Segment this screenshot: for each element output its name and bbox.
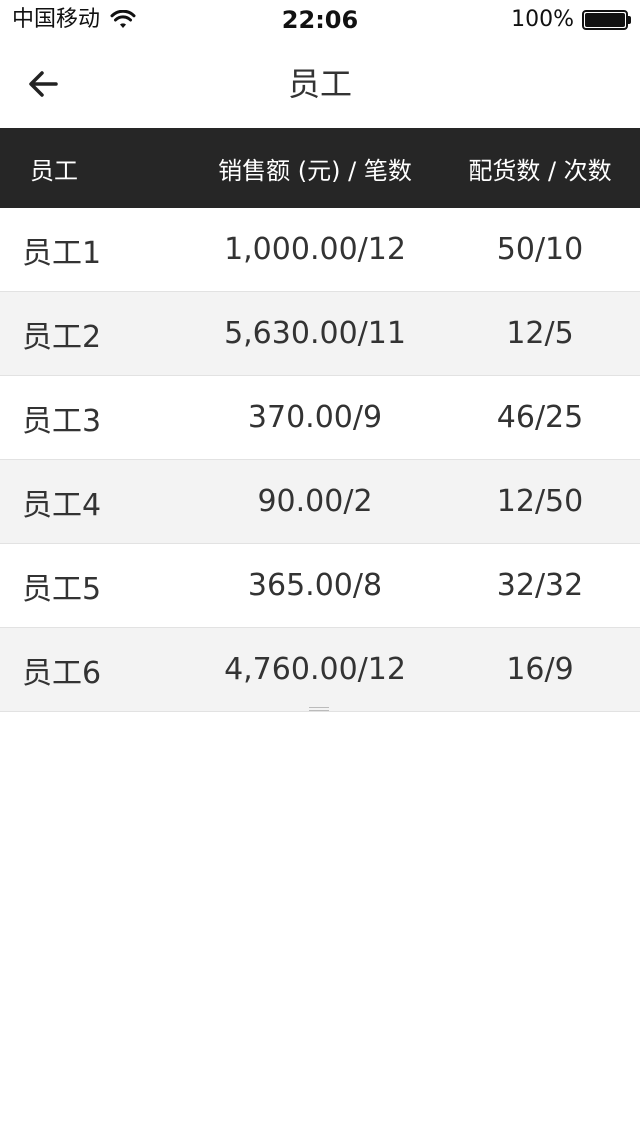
table-row[interactable]: 员工5 365.00/8 32/32: [0, 544, 640, 628]
cell-delivery: 50/10: [496, 232, 584, 267]
table-row[interactable]: 员工6 4,760.00/12 16/9: [0, 628, 640, 712]
cell-sales: 90.00/2: [257, 484, 373, 519]
drag-handle-icon[interactable]: [309, 707, 329, 713]
cell-sales: 1,000.00/12: [224, 232, 406, 267]
cell-employee-name: 员工6: [22, 655, 102, 691]
table-header: 员工 销售额 (元) / 笔数 配货数 / 次数: [0, 128, 640, 208]
carrier-info: 中国移动: [12, 6, 136, 34]
back-button[interactable]: [18, 60, 68, 108]
header-delivery: 配货数 / 次数: [468, 156, 612, 185]
page-title: 员工: [287, 65, 352, 103]
cell-employee-name: 员工4: [22, 487, 102, 523]
cell-employee-name: 员工5: [22, 571, 102, 607]
arrow-left-icon: [29, 71, 58, 97]
table-body: 员工1 1,000.00/12 50/10 员工2 5,630.00/11 12…: [0, 208, 640, 712]
table-row[interactable]: 员工2 5,630.00/11 12/5: [0, 292, 640, 376]
nav-bar: 员工: [0, 40, 640, 128]
header-employee: 员工: [30, 156, 78, 185]
cell-delivery: 46/25: [496, 400, 584, 435]
cell-delivery: 12/50: [496, 484, 584, 519]
table-row[interactable]: 员工4 90.00/2 12/50: [0, 460, 640, 544]
cell-sales: 365.00/8: [247, 568, 383, 603]
header-sales: 销售额 (元) / 笔数: [218, 156, 412, 185]
battery-info: 100%: [511, 6, 631, 34]
cell-delivery: 32/32: [496, 568, 584, 603]
table-row[interactable]: 员工3 370.00/9 46/25: [0, 376, 640, 460]
status-bar: 中国移动 22:06 100%: [0, 0, 640, 40]
table-row[interactable]: 员工1 1,000.00/12 50/10: [0, 208, 640, 292]
cell-sales: 4,760.00/12: [224, 652, 406, 687]
cell-sales: 370.00/9: [247, 400, 383, 435]
cell-sales: 5,630.00/11: [224, 316, 406, 351]
cell-delivery: 16/9: [506, 652, 574, 687]
cell-employee-name: 员工1: [22, 235, 102, 271]
battery-icon: [582, 10, 631, 30]
cell-delivery: 12/5: [506, 316, 574, 351]
status-time: 22:06: [281, 6, 359, 34]
cell-employee-name: 员工3: [22, 403, 102, 439]
cell-employee-name: 员工2: [22, 319, 102, 355]
wifi-icon: [110, 10, 136, 28]
battery-percent: 100%: [511, 7, 574, 32]
carrier-name: 中国移动: [12, 7, 101, 32]
